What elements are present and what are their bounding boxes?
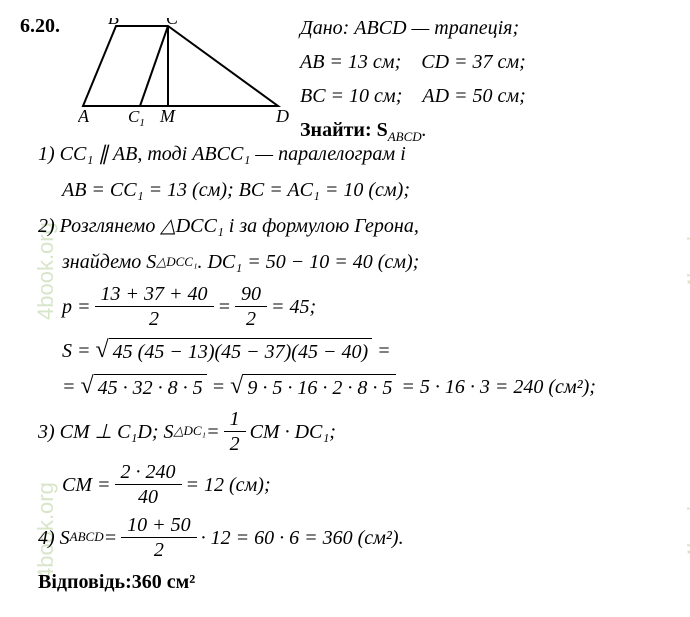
given-cd: CD = 37 см;	[421, 51, 526, 73]
step-4: 4) SABCD = 10 + 50 2 · 12 = 60 · 6 = 360…	[38, 513, 668, 562]
S-equation-2: = √ 45 · 32 · 8 · 5 = √ 9 · 5 · 16 · 2 ·…	[38, 371, 668, 403]
S-eq2: =	[377, 335, 391, 367]
solution-block: 1) CC₁ ∥ AB, тоді ABCC₁ — паралелограм і…	[38, 138, 668, 602]
answer: Відповідь: 360 см²	[38, 566, 668, 598]
watermark: 4book.org	[678, 462, 690, 560]
p-frac2: 90 2	[235, 282, 267, 331]
answer-label: Відповідь:	[38, 566, 132, 598]
figure-svg: A B C D C1 M	[78, 18, 293, 128]
S-cont: =	[62, 371, 76, 403]
trapezoid-figure: A B C D C1 M	[78, 18, 293, 138]
sqrt-1: √ 45 (45 − 13)(45 − 37)(45 − 40)	[96, 338, 373, 365]
answer-value: 360 см²	[132, 566, 196, 598]
sqrt-body-3: 9 · 5 · 16 · 2 · 8 · 5	[243, 374, 396, 401]
given-line-2: AB = 13 см; CD = 37 см;	[300, 46, 670, 78]
cm-num: 2 · 240	[115, 460, 182, 485]
S-end: = 5 · 16 · 3 = 240 (см²);	[401, 371, 596, 403]
p-end: = 45;	[271, 291, 316, 323]
cm-equation: CM = 2 · 240 40 = 12 (см);	[38, 460, 668, 509]
svg-text:B: B	[108, 18, 119, 28]
svg-text:D: D	[275, 106, 289, 126]
S-eq3: =	[212, 371, 226, 403]
s3-num: 1	[224, 407, 246, 432]
p-mid: =	[218, 291, 232, 323]
svg-text:C1: C1	[128, 107, 145, 128]
given-line-1: Дано: ABCD — трапеція;	[300, 12, 670, 44]
problem-number: 6.20.	[20, 10, 60, 42]
sqrt-sign-icon: √	[81, 374, 94, 398]
step-1b: AB = CC₁ = 13 (см); BC = AC₁ = 10 (см);	[38, 174, 668, 206]
s4-end: · 12 = 60 · 6 = 360 (см²).	[201, 522, 404, 554]
step-2b-pre: знайдемо S	[62, 246, 156, 278]
s3-frac: 1 2	[224, 407, 246, 456]
watermark: 4book.org	[678, 192, 690, 290]
cm-den: 40	[132, 485, 164, 509]
given-block: Дано: ABCD — трапеція; AB = 13 см; CD = …	[300, 12, 670, 150]
step-1a: 1) CC₁ ∥ AB, тоді ABCC₁ — паралелограм і	[38, 138, 668, 170]
p-eq: p =	[62, 291, 91, 323]
sqrt-sign-icon: √	[96, 338, 109, 362]
s3a-mid: =	[206, 416, 220, 448]
step-3a: 3) CM ⊥ C₁D; S△DC₁ = 1 2 CM · DC₁;	[38, 407, 668, 456]
S-equation-1: S = √ 45 (45 − 13)(45 − 37)(45 − 40) =	[38, 335, 668, 367]
s4-frac: 10 + 50 2	[121, 513, 197, 562]
s3a-end: CM · DC₁;	[250, 416, 336, 448]
cm-frac: 2 · 240 40	[115, 460, 182, 509]
p-den2: 2	[240, 307, 262, 331]
step-2b-post: . DC₁ = 50 − 10 = 40 (см);	[197, 246, 419, 278]
s3a: 3) CM ⊥ C₁D; S	[38, 416, 173, 448]
p-equation: p = 13 + 37 + 40 2 = 90 2 = 45;	[38, 282, 668, 331]
s4-eq: =	[104, 522, 118, 554]
sqrt-body-2: 45 · 32 · 8 · 5	[94, 374, 207, 401]
sqrt-3: √ 9 · 5 · 16 · 2 · 8 · 5	[230, 374, 396, 401]
s3-den: 2	[224, 432, 246, 456]
given-ab: AB = 13 см;	[300, 51, 401, 73]
S-eq: S =	[62, 335, 91, 367]
step-2b: знайдемо S△DCC₁ . DC₁ = 50 − 10 = 40 (см…	[38, 246, 668, 278]
s4-num: 10 + 50	[121, 513, 197, 538]
s3a-sub: △DC₁	[173, 421, 206, 442]
sqrt-sign-icon: √	[230, 374, 243, 398]
cm-end: = 12 (см);	[186, 469, 271, 501]
given-ad: AD = 50 см;	[422, 85, 525, 107]
p-num1: 13 + 37 + 40	[95, 282, 214, 307]
p-den1: 2	[143, 307, 165, 331]
given-bc: BC = 10 см;	[300, 85, 402, 107]
sqrt-body-1: 45 (45 − 13)(45 − 37)(45 − 40)	[109, 338, 372, 365]
svg-text:M: M	[159, 106, 176, 126]
s4-den: 2	[148, 538, 170, 562]
step-2b-sub: △DCC₁	[156, 252, 197, 273]
sqrt-2: √ 45 · 32 · 8 · 5	[81, 374, 207, 401]
cm-eq: CM =	[62, 469, 111, 501]
svg-text:A: A	[78, 106, 90, 126]
given-line-3: BC = 10 см; AD = 50 см;	[300, 80, 670, 112]
s4-sub: ABCD	[70, 527, 104, 548]
s4a: 4) S	[38, 522, 70, 554]
p-num2: 90	[235, 282, 267, 307]
step-2a: 2) Розглянемо △DCC₁ і за формулою Герона…	[38, 210, 668, 242]
svg-text:C: C	[166, 18, 179, 28]
p-frac1: 13 + 37 + 40 2	[95, 282, 214, 331]
